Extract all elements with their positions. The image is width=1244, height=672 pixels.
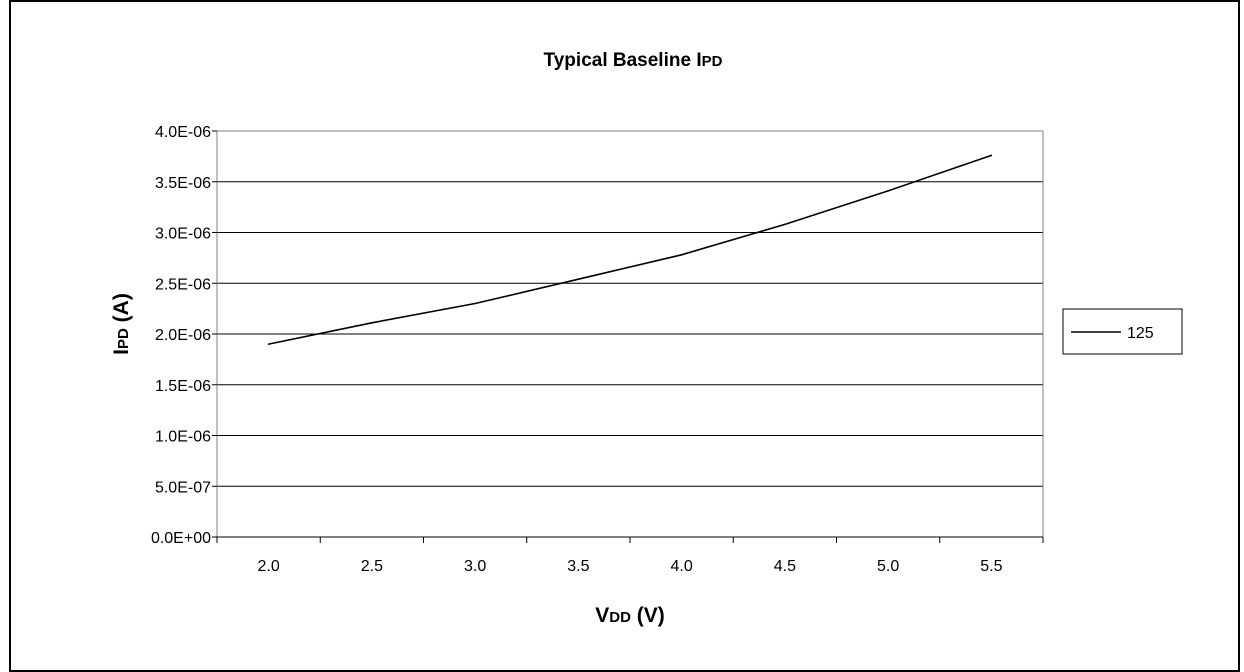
data-point (680, 254, 683, 256)
x-tick-label: 2.5 (361, 558, 383, 575)
axes: 0.0E+00 5.0E-07 1.0E-06 1.5E-06 2.0E-06 2.5E-… (151, 124, 1044, 575)
y-tick-label: 1.5E-06 (155, 378, 211, 395)
y-tick-label: 3.0E-06 (155, 226, 211, 243)
x-tick-label: 5.0 (877, 558, 899, 575)
x-tick-label: 3.0 (464, 558, 486, 575)
x-tick-label: 3.5 (567, 558, 589, 575)
data-point (371, 322, 373, 324)
series-line-125 (268, 154, 992, 345)
y-axis-title-sub: PD (115, 328, 132, 349)
legend: 125 (1062, 308, 1183, 355)
x-tick-label: 4.0 (671, 558, 693, 575)
data-point (577, 278, 580, 280)
grid-lines (217, 130, 1043, 487)
chart-title: Typical Baseline IPD (544, 50, 723, 71)
y-tick-label: 2.0E-06 (155, 327, 211, 344)
y-axis-title-rest: (A) (110, 293, 133, 328)
y-axis-title: IPD (A) (110, 293, 133, 355)
x-tick-label: 5.5 (980, 558, 1002, 575)
y-tick-label: 3.5E-06 (155, 175, 211, 192)
data-point (784, 223, 786, 226)
x-axis-title-rest: (V) (631, 604, 665, 627)
y-tick-label: 5.0E-07 (155, 479, 211, 496)
y-axis-title-main: I (110, 349, 133, 355)
data-point (990, 154, 993, 157)
y-tick-label: 2.5E-06 (155, 276, 211, 293)
data-point (267, 343, 270, 345)
data-point (887, 190, 889, 192)
y-tick-label: 1.0E-06 (155, 429, 211, 446)
legend-label: 125 (1127, 325, 1154, 342)
x-axis-title-sub: DD (609, 609, 631, 626)
series-layer (267, 154, 993, 345)
y-tick-label: 0.0E+00 (151, 530, 211, 547)
x-tick-label: 4.5 (774, 558, 796, 575)
x-axis-title-main: V (595, 604, 609, 627)
data-point (474, 302, 476, 305)
x-tick-label: 2.0 (258, 558, 280, 575)
x-axis-title: VDD (V) (595, 604, 665, 627)
chart-title-main: Typical Baseline I (544, 50, 702, 71)
y-tick-label: 4.0E-06 (155, 124, 211, 141)
chart-title-sub: PD (702, 53, 723, 70)
